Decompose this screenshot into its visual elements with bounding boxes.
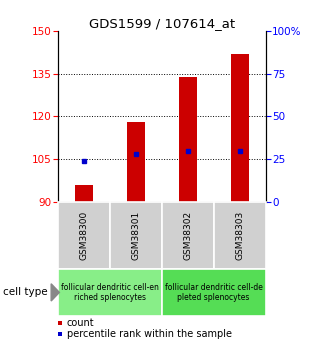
- Text: GSM38303: GSM38303: [235, 211, 244, 260]
- Text: GSM38300: GSM38300: [79, 211, 88, 260]
- Title: GDS1599 / 107614_at: GDS1599 / 107614_at: [89, 17, 235, 30]
- Bar: [75, 185, 93, 202]
- Bar: [110, 202, 162, 269]
- Text: percentile rank within the sample: percentile rank within the sample: [67, 329, 232, 339]
- Bar: [162, 202, 214, 269]
- Polygon shape: [51, 284, 59, 301]
- Bar: [58, 269, 162, 316]
- Bar: [214, 202, 266, 269]
- Bar: [127, 122, 145, 202]
- Text: GSM38301: GSM38301: [131, 211, 140, 260]
- Bar: [162, 269, 266, 316]
- Text: count: count: [67, 318, 95, 328]
- Bar: [179, 77, 197, 202]
- Text: follicular dendritic cell-de
pleted splenocytes: follicular dendritic cell-de pleted sple…: [165, 283, 263, 302]
- Text: cell type: cell type: [3, 287, 48, 297]
- Bar: [231, 54, 249, 202]
- Text: follicular dendritic cell-en
riched splenocytes: follicular dendritic cell-en riched sple…: [61, 283, 159, 302]
- Bar: [58, 202, 110, 269]
- Text: GSM38302: GSM38302: [183, 211, 192, 260]
